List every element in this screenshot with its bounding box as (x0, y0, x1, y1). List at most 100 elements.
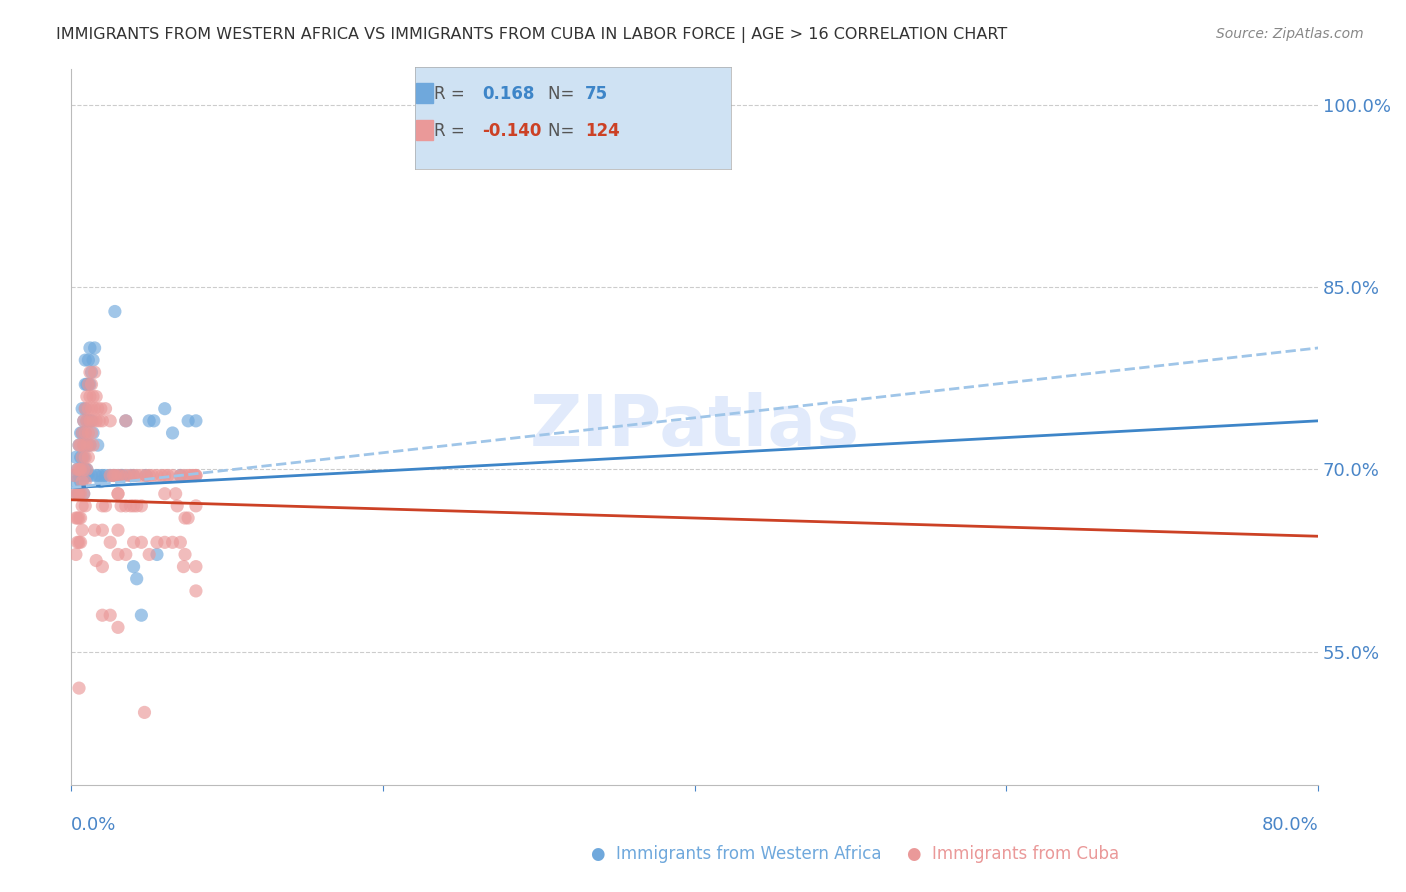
Point (66, 487, 89, 501)
Point (70, 450, 93, 465)
Point (82, 390, 104, 404)
Point (79, 438, 101, 452)
Point (91, 499, 114, 513)
Point (70, 475, 93, 489)
Point (146, 468, 169, 483)
Point (114, 499, 136, 513)
Text: 0.168: 0.168 (482, 85, 534, 103)
Point (82, 425, 104, 440)
Text: N=: N= (548, 85, 579, 103)
Point (83, 401, 105, 416)
Point (131, 535, 153, 549)
Point (83, 365, 105, 379)
Point (73, 414, 96, 428)
Point (67, 535, 90, 549)
Point (104, 468, 127, 483)
Point (73, 462, 96, 476)
Point (120, 499, 142, 513)
Point (79, 365, 101, 379)
Point (75, 475, 97, 489)
Point (67, 487, 90, 501)
Point (66, 462, 89, 476)
Point (73, 487, 96, 501)
Point (135, 468, 157, 483)
Point (91, 523, 114, 537)
Point (87, 438, 110, 452)
Point (172, 559, 194, 574)
Point (122, 559, 145, 574)
Point (120, 468, 142, 483)
Point (103, 468, 125, 483)
Point (153, 487, 176, 501)
Point (63, 468, 86, 483)
Point (70, 499, 93, 513)
Point (138, 548, 160, 562)
Point (76, 438, 98, 452)
Point (69, 475, 91, 489)
Point (69, 450, 91, 465)
Point (114, 548, 136, 562)
Text: Source: ZipAtlas.com: Source: ZipAtlas.com (1216, 27, 1364, 41)
Point (69, 511, 91, 525)
Point (66, 511, 89, 525)
Point (87, 401, 110, 416)
Point (183, 468, 205, 483)
Text: ●  Immigrants from Cuba: ● Immigrants from Cuba (907, 845, 1119, 863)
Text: ZIPatlas: ZIPatlas (530, 392, 859, 461)
Point (80, 425, 103, 440)
Point (73, 438, 96, 452)
Point (107, 620, 129, 634)
Point (134, 706, 156, 720)
Point (177, 468, 200, 483)
Text: -0.140: -0.140 (482, 122, 541, 140)
Point (80, 365, 103, 379)
Point (75, 450, 97, 465)
Point (107, 468, 129, 483)
Point (76, 462, 98, 476)
Point (153, 535, 176, 549)
Point (138, 414, 160, 428)
Point (131, 608, 153, 623)
Point (66, 535, 89, 549)
Point (75, 401, 97, 416)
Point (111, 468, 134, 483)
Point (174, 548, 197, 562)
Point (79, 341, 101, 355)
Point (91, 468, 114, 483)
Point (76, 414, 98, 428)
Point (94, 401, 117, 416)
Text: R =: R = (434, 122, 471, 140)
Point (174, 511, 197, 525)
Point (107, 487, 129, 501)
Point (80, 468, 103, 483)
Point (135, 468, 157, 483)
Text: 124: 124 (585, 122, 620, 140)
Point (169, 468, 191, 483)
Point (77, 425, 100, 440)
Text: R =: R = (434, 85, 471, 103)
Point (67, 487, 90, 501)
Point (63, 468, 86, 483)
Point (169, 535, 191, 549)
Point (70, 462, 93, 476)
Point (94, 499, 117, 513)
Point (70, 475, 93, 489)
Point (184, 468, 207, 483)
Point (110, 468, 132, 483)
Point (90, 475, 112, 489)
Point (153, 401, 176, 416)
Point (70, 425, 93, 440)
Point (65, 511, 87, 525)
Point (67, 438, 90, 452)
Point (98, 414, 121, 428)
Point (79, 414, 101, 428)
Point (91, 608, 114, 623)
Point (184, 468, 207, 483)
Point (65, 548, 87, 562)
Point (150, 468, 173, 483)
Point (76, 390, 98, 404)
Point (70, 425, 93, 440)
Point (146, 535, 169, 549)
Text: 75: 75 (585, 85, 607, 103)
Point (70, 523, 93, 537)
